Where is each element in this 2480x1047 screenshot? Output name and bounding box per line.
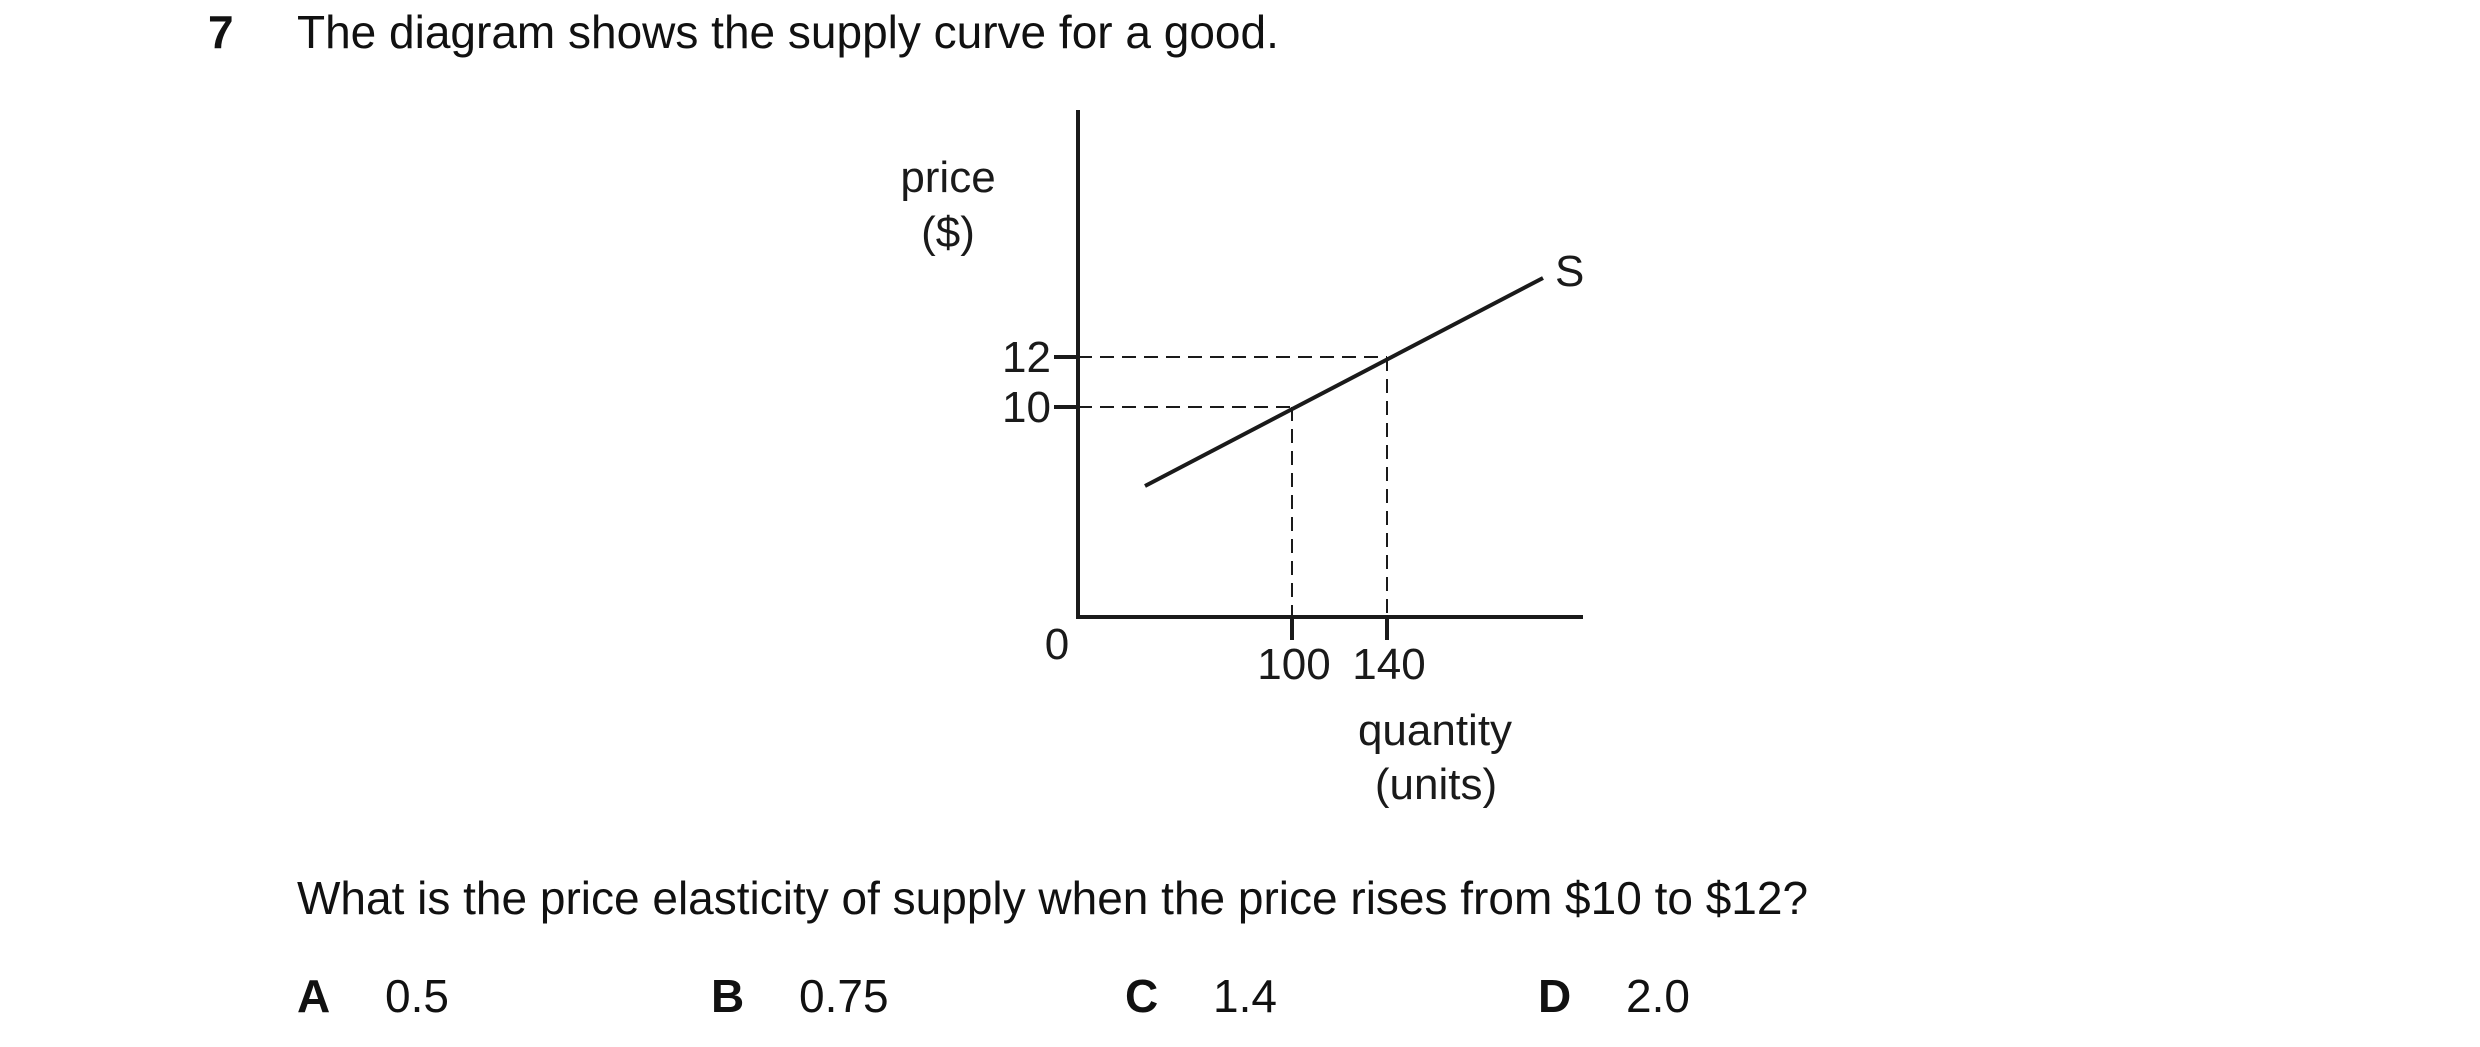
option-c-value: 1.4 — [1213, 970, 1277, 1022]
y-tick-label-10: 10 — [1002, 383, 1051, 432]
option-b-value: 0.75 — [799, 970, 889, 1022]
option-a-letter: A — [297, 970, 331, 1022]
question-prompt: What is the price elasticity of supply w… — [297, 872, 1809, 924]
supply-curve-label: S — [1555, 247, 1584, 296]
x-axis-label-quantity: quantity — [1358, 706, 1512, 755]
y-axis-label-unit: ($) — [921, 208, 975, 257]
question-number: 7 — [208, 6, 234, 58]
x-tick-label-100: 100 — [1257, 640, 1330, 689]
question-stem: The diagram shows the supply curve for a… — [297, 6, 1279, 58]
option-c-letter: C — [1125, 970, 1159, 1022]
y-tick-label-12: 12 — [1002, 333, 1051, 382]
option-b-letter: B — [711, 970, 745, 1022]
x-tick-label-140: 140 — [1352, 640, 1425, 689]
supply-curve — [1144, 276, 1544, 488]
x-axis-label-unit: (units) — [1375, 760, 1497, 809]
option-d-letter: D — [1538, 970, 1572, 1022]
origin-label: 0 — [1045, 620, 1069, 669]
y-axis-label-price: price — [900, 153, 995, 202]
option-d-value: 2.0 — [1626, 970, 1690, 1022]
option-a-value: 0.5 — [385, 970, 449, 1022]
